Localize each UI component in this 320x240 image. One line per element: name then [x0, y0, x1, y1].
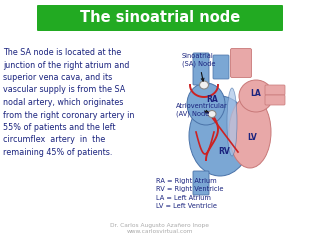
FancyBboxPatch shape [265, 85, 285, 95]
FancyBboxPatch shape [213, 55, 229, 79]
Ellipse shape [229, 96, 271, 168]
Text: The sinoatrial node: The sinoatrial node [80, 11, 240, 25]
Ellipse shape [227, 88, 237, 156]
Text: RA: RA [206, 96, 218, 104]
FancyBboxPatch shape [193, 171, 209, 195]
Ellipse shape [239, 80, 273, 112]
Text: LA: LA [251, 90, 261, 98]
Text: Dr. Carlos Augusto Azañero Inope
www.carlosvirtual.com: Dr. Carlos Augusto Azañero Inope www.car… [110, 223, 210, 234]
Ellipse shape [189, 96, 251, 176]
FancyBboxPatch shape [265, 95, 285, 105]
Ellipse shape [187, 83, 225, 125]
Ellipse shape [199, 81, 209, 89]
Ellipse shape [208, 110, 216, 118]
FancyBboxPatch shape [230, 48, 252, 78]
FancyBboxPatch shape [193, 53, 209, 85]
Text: RA = Right Atrium
RV = Right Ventricle
LA = Left Atrium
LV = Left Ventricle: RA = Right Atrium RV = Right Ventricle L… [156, 178, 223, 210]
Text: The SA node is located at the
junction of the right atrium and
superior vena cav: The SA node is located at the junction o… [3, 48, 134, 157]
Text: Sinoatrial
(SA) Node: Sinoatrial (SA) Node [182, 54, 215, 81]
FancyBboxPatch shape [37, 5, 283, 31]
Text: RV: RV [218, 148, 230, 156]
Text: Atrioventricular
(AV) Node: Atrioventricular (AV) Node [176, 103, 228, 117]
Text: LV: LV [247, 133, 257, 143]
